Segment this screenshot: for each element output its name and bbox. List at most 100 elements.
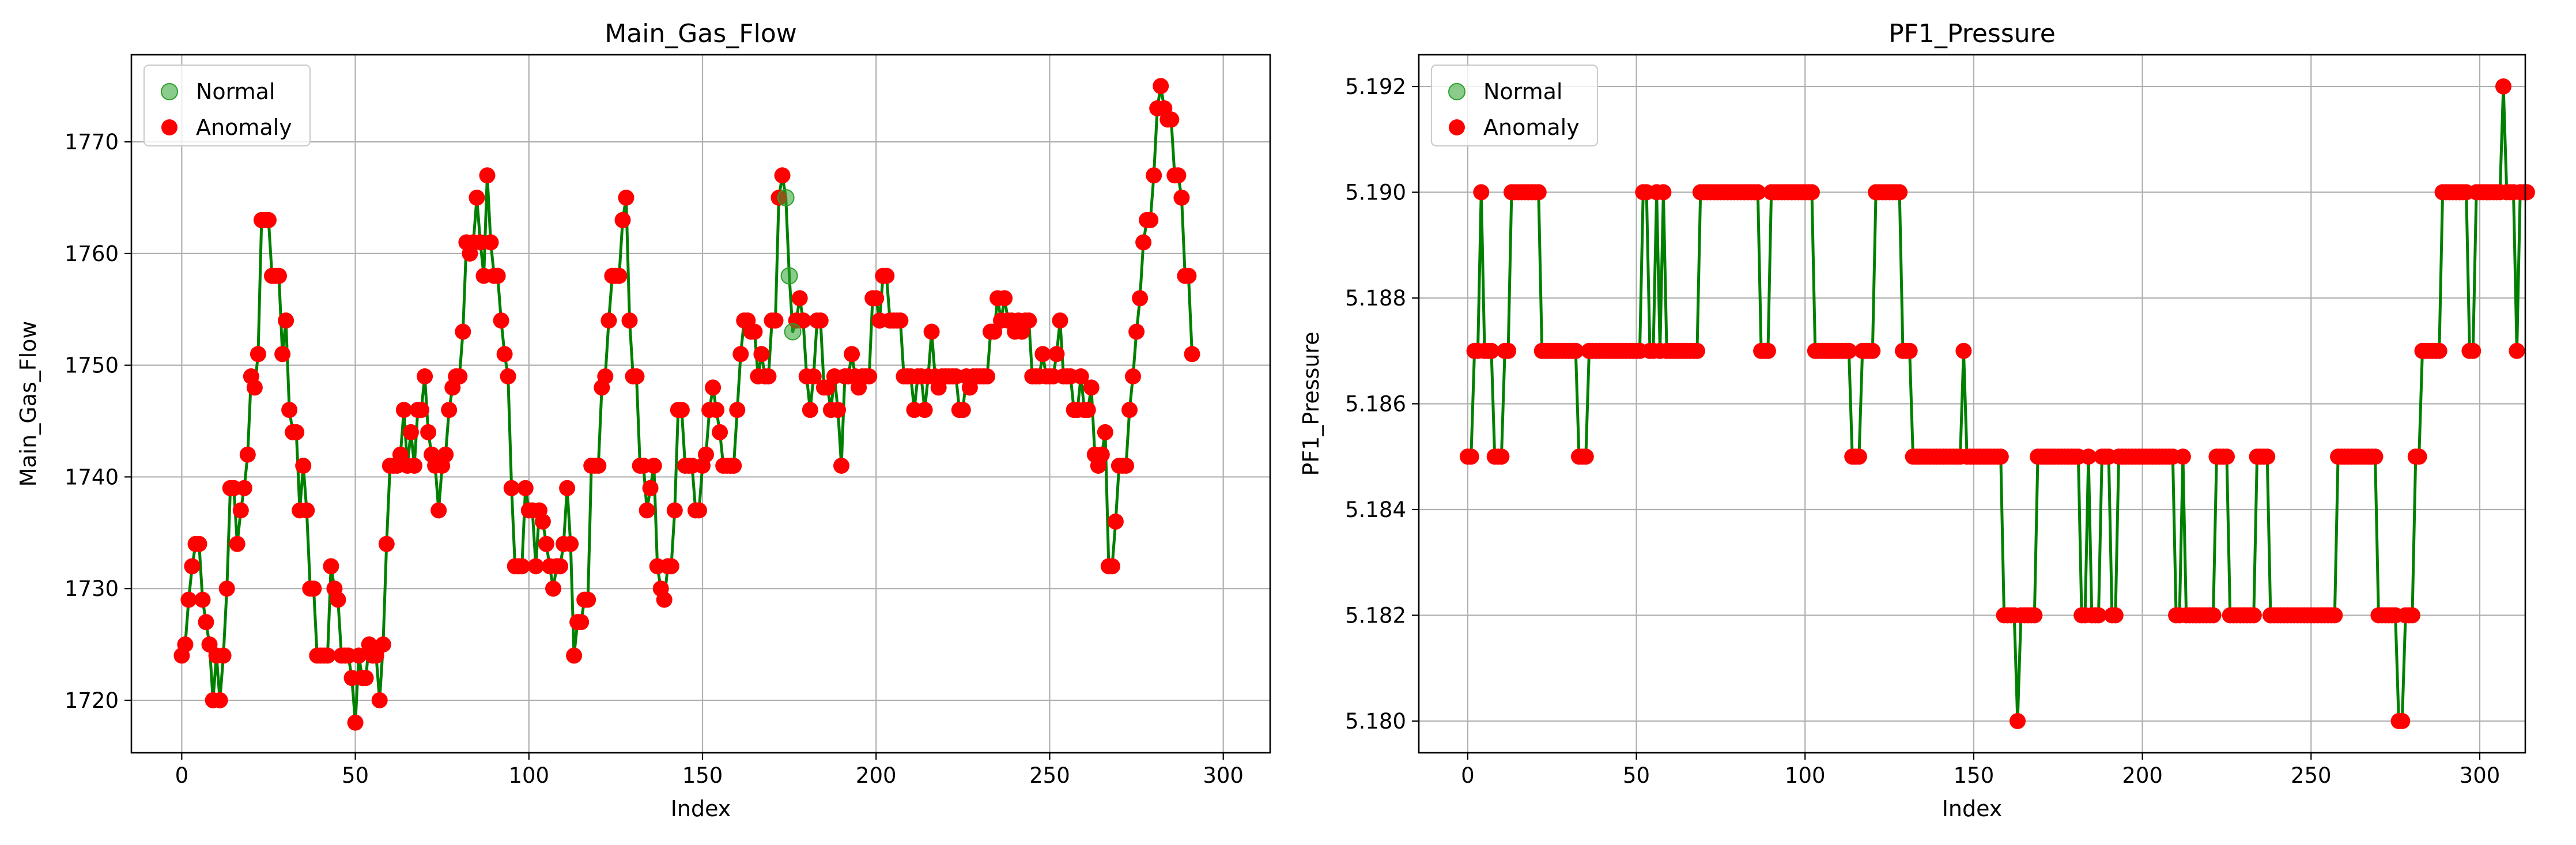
anomaly-point (562, 535, 579, 552)
y-tick-label: 1760 (65, 242, 119, 266)
anomaly-point (1135, 234, 1152, 251)
anomaly-point (295, 458, 312, 474)
anomaly-point (236, 480, 252, 496)
x-tick-label: 300 (2460, 763, 2501, 788)
anomaly-point (597, 368, 614, 384)
x-tick-label: 150 (1954, 763, 1995, 788)
legend-anomaly-label: Anomaly (196, 115, 292, 140)
anomaly-point (1850, 448, 1867, 465)
anomaly-point (760, 368, 777, 384)
anomaly-point (642, 480, 659, 496)
anomaly-point (1146, 167, 1162, 184)
anomaly-point (417, 368, 433, 384)
anomaly-point (2404, 607, 2420, 624)
anomaly-point (1104, 558, 1120, 575)
anomaly-point (1864, 342, 1881, 359)
anomaly-point (357, 670, 374, 686)
anomaly-point (1567, 342, 1584, 359)
legend-normal-label: Normal (1483, 79, 1563, 104)
anomaly-point (795, 312, 811, 329)
anomaly-point (191, 535, 207, 552)
y-tick-label: 1750 (65, 353, 119, 378)
anomaly-point (194, 591, 211, 608)
anomaly-point (830, 402, 846, 418)
anomaly-point (1093, 446, 1110, 463)
anomaly-point (878, 267, 895, 284)
anomaly-point (545, 580, 561, 597)
x-axis-label: Index (671, 796, 731, 821)
anomaly-point (1121, 402, 1138, 418)
x-tick-label: 100 (1785, 763, 1826, 788)
anomaly-point (1463, 448, 1479, 465)
anomaly-point (1180, 267, 1197, 284)
x-tick-label: 250 (1029, 763, 1070, 788)
anomaly-point (1759, 342, 1776, 359)
anomaly-point (451, 368, 468, 384)
anomaly-point (1493, 448, 1510, 465)
y-tick-label: 5.180 (1345, 709, 1406, 734)
anomaly-point (1992, 448, 2009, 465)
anomaly-point (305, 580, 322, 597)
anomaly-point (1689, 342, 1705, 359)
anomaly-point (590, 458, 607, 474)
anomaly-point (493, 312, 509, 329)
anomaly-point (482, 234, 499, 251)
anomaly-point (1097, 424, 1113, 440)
anomaly-point (923, 323, 940, 340)
anomaly-point (278, 312, 294, 329)
anomaly-point (271, 267, 287, 284)
anomaly-point (2174, 448, 2191, 465)
normal-point (784, 323, 802, 341)
legend: Normal Anomaly (143, 64, 311, 147)
anomaly-point (753, 346, 770, 363)
anomaly-point (2509, 342, 2525, 359)
anomaly-point (1184, 346, 1200, 363)
anomaly-point (184, 558, 201, 575)
anomaly-point (1052, 312, 1068, 329)
y-tick-label: 5.190 (1345, 180, 1406, 205)
anomaly-point (1655, 184, 1672, 201)
anomaly-point (246, 379, 263, 396)
anomaly-point (489, 267, 506, 284)
anomaly-point (566, 647, 583, 664)
anomaly-point (573, 614, 590, 631)
anomaly-point (455, 323, 471, 340)
anomaly-point (2219, 448, 2235, 465)
anomaly-point (614, 212, 631, 228)
anomaly-point (2495, 78, 2511, 95)
anomaly-point (1072, 368, 1089, 384)
x-tick-label: 50 (1623, 763, 1650, 788)
chart-title: PF1_Pressure (1888, 19, 2056, 48)
legend-box (143, 64, 311, 147)
anomaly-point (239, 446, 256, 463)
anomaly-point (375, 636, 391, 653)
anomaly-point (1955, 342, 1972, 359)
anomaly-point (1577, 448, 1594, 465)
anomaly-point (618, 190, 634, 206)
anomaly-point (180, 591, 197, 608)
anomaly-point (691, 502, 707, 519)
anomaly-point (2090, 607, 2107, 624)
anomaly-point (892, 312, 909, 329)
anomaly-point (916, 402, 933, 418)
anomaly-point (500, 368, 516, 384)
y-tick-label: 1730 (65, 576, 119, 601)
anomaly-point (1891, 184, 1908, 201)
anomaly-point (420, 424, 437, 440)
anomaly-point (868, 290, 885, 307)
anomaly-point (437, 446, 454, 463)
anomaly-point (177, 636, 194, 653)
y-tick-label: 5.184 (1345, 497, 1406, 522)
anomaly-point (538, 535, 554, 552)
anomaly-point (698, 446, 714, 463)
x-tick-label: 200 (856, 763, 897, 788)
anomaly-point (229, 535, 245, 552)
legend-anomaly-label: Anomaly (1483, 115, 1580, 140)
anomaly-point (656, 591, 673, 608)
anomaly-point (350, 647, 367, 664)
y-tick-label: 5.192 (1345, 74, 1406, 99)
anomaly-point (430, 502, 447, 519)
anomaly-point (861, 368, 878, 384)
anomaly-point (979, 368, 995, 384)
